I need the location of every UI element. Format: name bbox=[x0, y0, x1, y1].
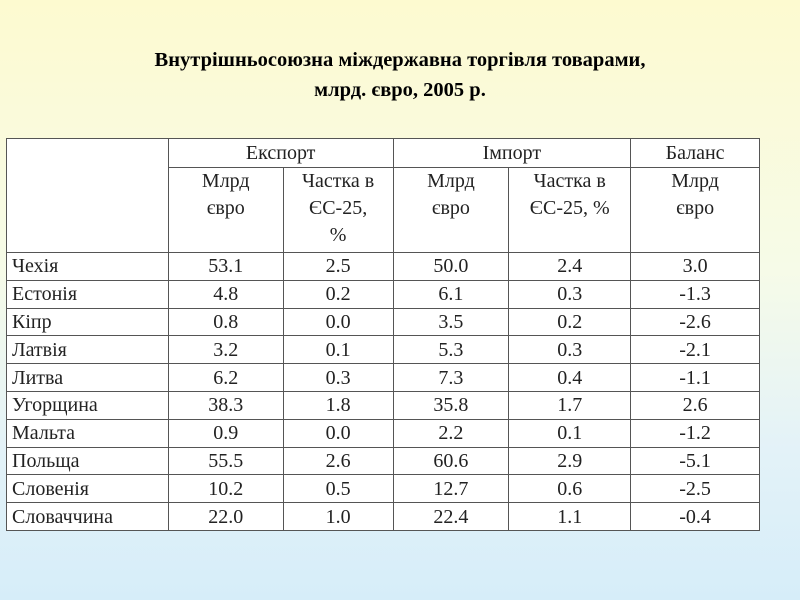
import-value-cell: 3.5 bbox=[392, 307, 510, 337]
export-value-cell: 4.8 bbox=[167, 279, 284, 309]
export-share-cell: 2.5 bbox=[282, 252, 394, 281]
table-row: Мальта 0.9 0.0 2.2 0.1 -1.2 bbox=[6, 418, 760, 448]
table-body: Чехія 53.1 2.5 50.0 2.4 3.0 Естонія 4.8 0.2 6.1 0.… bbox=[6, 252, 760, 531]
balance-cell: 2.6 bbox=[630, 390, 760, 420]
trade-table: Експорт Імпорт Баланс Млрд євро Частка в… bbox=[6, 138, 760, 531]
balance-cell: -2.1 bbox=[630, 335, 760, 365]
import-value-cell: 50.0 bbox=[392, 252, 510, 281]
corner-cell bbox=[6, 138, 169, 253]
country-cell: Кіпр bbox=[6, 307, 169, 337]
export-value-cell: 53.1 bbox=[167, 252, 284, 281]
country-cell: Угорщина bbox=[6, 390, 169, 420]
table-row: Естонія 4.8 0.2 6.1 0.3 -1.3 bbox=[6, 279, 760, 309]
import-share-cell: 0.4 bbox=[508, 363, 632, 392]
balance-cell: -1.1 bbox=[630, 363, 760, 392]
import-share-cell: 1.1 bbox=[508, 502, 632, 531]
import-value-cell: 22.4 bbox=[392, 502, 510, 531]
export-share-cell: 0.5 bbox=[282, 474, 394, 504]
balance-cell: -1.2 bbox=[630, 418, 760, 448]
group-header-export: Експорт bbox=[167, 138, 394, 168]
export-share-cell: 1.8 bbox=[282, 390, 394, 420]
subheader-balance-value: Млрд євро bbox=[630, 167, 760, 253]
table-row: Словенія 10.2 0.5 12.7 0.6 -2.5 bbox=[6, 474, 760, 504]
table-row: Латвія 3.2 0.1 5.3 0.3 -2.1 bbox=[6, 335, 760, 365]
country-cell: Польща bbox=[6, 446, 169, 476]
table-row: Чехія 53.1 2.5 50.0 2.4 3.0 bbox=[6, 252, 760, 281]
table-group-header-row: Експорт Імпорт Баланс bbox=[6, 138, 760, 253]
table-row: Кіпр 0.8 0.0 3.5 0.2 -2.6 bbox=[6, 307, 760, 337]
country-cell: Латвія bbox=[6, 335, 169, 365]
table-row: Угорщина 38.3 1.8 35.8 1.7 2.6 bbox=[6, 390, 760, 420]
export-value-cell: 38.3 bbox=[167, 390, 284, 420]
balance-cell: -1.3 bbox=[630, 279, 760, 309]
import-share-cell: 1.7 bbox=[508, 390, 632, 420]
export-share-cell: 0.0 bbox=[282, 307, 394, 337]
group-header-import: Імпорт bbox=[392, 138, 632, 168]
export-value-cell: 10.2 bbox=[167, 474, 284, 504]
subheader-import-share: Частка в ЄС-25, % bbox=[508, 167, 632, 253]
import-share-cell: 0.3 bbox=[508, 335, 632, 365]
country-cell: Мальта bbox=[6, 418, 169, 448]
balance-cell: -0.4 bbox=[630, 502, 760, 531]
export-share-cell: 0.1 bbox=[282, 335, 394, 365]
export-value-cell: 0.8 bbox=[167, 307, 284, 337]
export-share-cell: 0.3 bbox=[282, 363, 394, 392]
export-value-cell: 0.9 bbox=[167, 418, 284, 448]
import-value-cell: 60.6 bbox=[392, 446, 510, 476]
export-share-cell: 0.2 bbox=[282, 279, 394, 309]
country-cell: Словенія bbox=[6, 474, 169, 504]
import-share-cell: 0.3 bbox=[508, 279, 632, 309]
table-subheader-row: Млрд євро Частка в ЄС-25, % Млрд євро Ча… bbox=[7, 167, 760, 253]
import-share-cell: 2.9 bbox=[508, 446, 632, 476]
balance-cell: -2.6 bbox=[630, 307, 760, 337]
export-share-cell: 1.0 bbox=[282, 502, 394, 531]
export-share-cell: 2.6 bbox=[282, 446, 394, 476]
export-share-cell: 0.0 bbox=[282, 418, 394, 448]
import-value-cell: 7.3 bbox=[392, 363, 510, 392]
group-header-balance: Баланс bbox=[630, 138, 760, 168]
import-value-cell: 5.3 bbox=[392, 335, 510, 365]
export-value-cell: 22.0 bbox=[167, 502, 284, 531]
balance-cell: -2.5 bbox=[630, 474, 760, 504]
title-line-2: млрд. євро, 2005 р. bbox=[314, 79, 486, 101]
export-value-cell: 6.2 bbox=[167, 363, 284, 392]
page-title: Внутрішньосоюзна міждержавна торгівля то… bbox=[0, 45, 800, 105]
country-cell: Словаччина bbox=[6, 502, 169, 531]
table-row: Литва 6.2 0.3 7.3 0.4 -1.1 bbox=[6, 363, 760, 392]
import-share-cell: 2.4 bbox=[508, 252, 632, 281]
title-line-1: Внутрішньосоюзна міждержавна торгівля то… bbox=[154, 49, 646, 71]
import-value-cell: 35.8 bbox=[392, 390, 510, 420]
subheader-export-value: Млрд євро bbox=[167, 167, 284, 253]
import-value-cell: 6.1 bbox=[392, 279, 510, 309]
export-value-cell: 3.2 bbox=[167, 335, 284, 365]
balance-cell: 3.0 bbox=[630, 252, 760, 281]
country-cell: Литва bbox=[6, 363, 169, 392]
export-value-cell: 55.5 bbox=[167, 446, 284, 476]
subheader-export-share: Частка в ЄС-25, % bbox=[282, 167, 394, 253]
balance-cell: -5.1 bbox=[630, 446, 760, 476]
import-value-cell: 12.7 bbox=[392, 474, 510, 504]
import-share-cell: 0.2 bbox=[508, 307, 632, 337]
table-row: Польща 55.5 2.6 60.6 2.9 -5.1 bbox=[6, 446, 760, 476]
import-value-cell: 2.2 bbox=[392, 418, 510, 448]
import-share-cell: 0.6 bbox=[508, 474, 632, 504]
subheader-import-value: Млрд євро bbox=[392, 167, 510, 253]
table-row: Словаччина 22.0 1.0 22.4 1.1 -0.4 bbox=[6, 502, 760, 531]
country-cell: Чехія bbox=[6, 252, 169, 281]
import-share-cell: 0.1 bbox=[508, 418, 632, 448]
country-cell: Естонія bbox=[6, 279, 169, 309]
